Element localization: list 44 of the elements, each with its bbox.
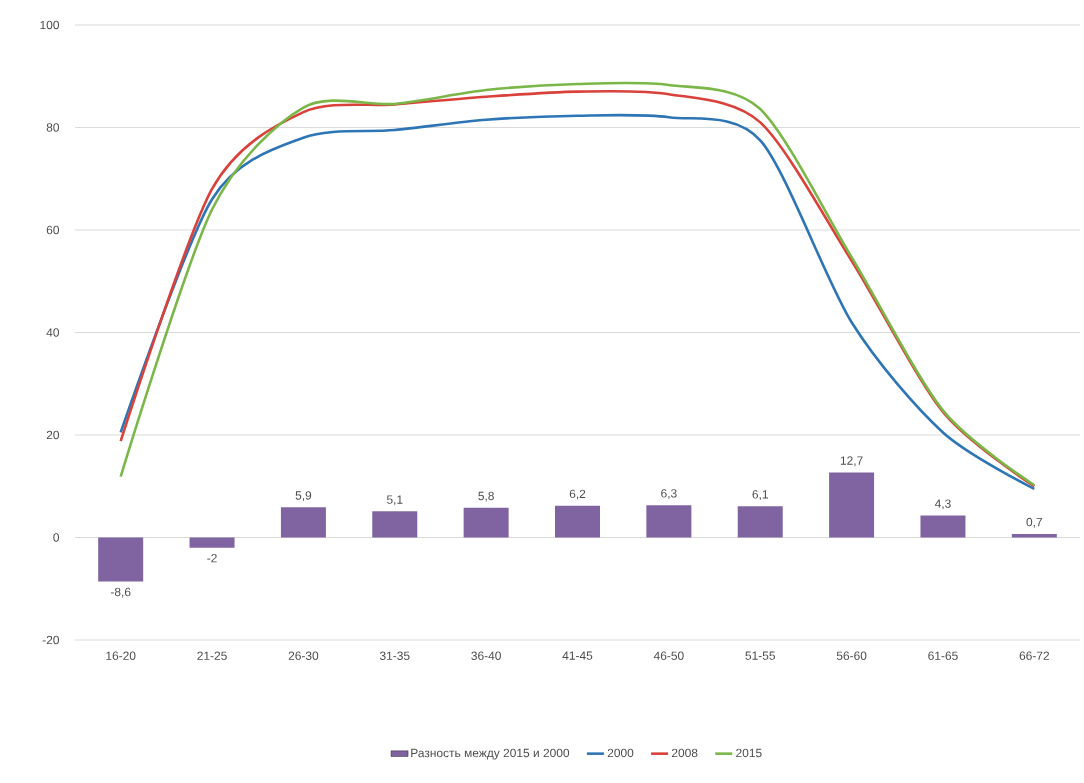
bar [280, 507, 326, 538]
y-tick-label: 0 [53, 533, 60, 542]
bar [1011, 533, 1057, 538]
data-label: -8,6 [110, 587, 131, 598]
x-tick-label: 31-35 [379, 651, 410, 660]
data-label: 6,2 [569, 489, 586, 500]
data-label: 5,9 [295, 491, 312, 502]
data-label: 5,8 [478, 491, 494, 502]
y-tick-label: 100 [40, 20, 60, 30]
bar [737, 506, 783, 538]
data-label: -2 [207, 553, 217, 563]
x-tick-label: 61-65 [928, 651, 958, 660]
x-tick-label: 16-20 [106, 651, 136, 660]
y-tick-label: 80 [46, 123, 60, 132]
y-tick-label: 20 [46, 430, 60, 440]
y-tick-label: 60 [46, 225, 60, 235]
x-tick-label: 66-72 [1019, 651, 1049, 660]
data-label: 0,7 [1026, 517, 1043, 528]
bar [463, 507, 509, 538]
legend-label: 2008 [671, 748, 698, 758]
data-label: 4,3 [934, 499, 951, 510]
legend-label: Разность между 2015 и 2000 [411, 748, 570, 760]
data-label: 12,7 [840, 456, 863, 467]
x-tick-label: 51-55 [745, 651, 775, 660]
data-label: 5,1 [386, 495, 403, 506]
bar [555, 505, 600, 538]
x-tick-label: 56-60 [836, 651, 867, 660]
bar [829, 472, 875, 538]
x-tick-label: 26-30 [288, 651, 319, 660]
x-tick-label: 41-45 [562, 651, 593, 660]
x-tick-label: 36-40 [471, 651, 501, 660]
bar [189, 537, 235, 548]
legend-label: 2015 [736, 748, 762, 758]
data-label: 6,1 [752, 490, 768, 501]
bar [98, 537, 144, 582]
bar [646, 505, 692, 538]
x-tick-label: 46-50 [653, 651, 684, 660]
y-tick-label: 40 [46, 328, 60, 337]
legend-label: 2000 [607, 748, 634, 758]
bar [920, 515, 966, 538]
data-label: 6,3 [661, 489, 677, 500]
y-tick-label: -20 [42, 635, 60, 645]
x-tick-label: 21-25 [197, 651, 227, 660]
bar [372, 511, 418, 538]
